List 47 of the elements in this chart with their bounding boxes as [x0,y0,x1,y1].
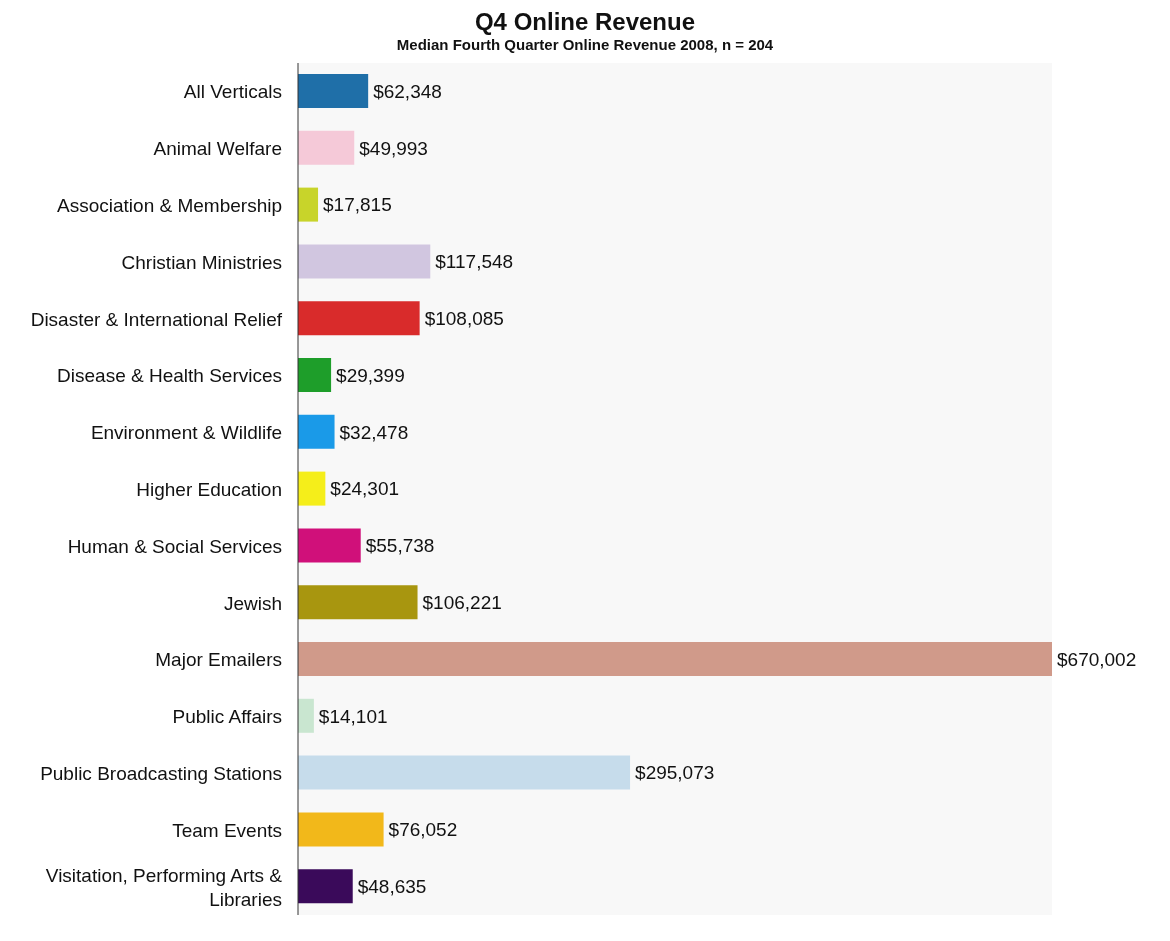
data-label: $29,399 [336,364,405,386]
bar [298,812,384,847]
y-tick-label: Disease & Health Services [57,364,282,386]
data-label: $117,548 [435,251,514,273]
y-tick-label: Public Affairs [172,705,282,727]
data-label: $670,002 [1057,648,1137,670]
bar [298,244,431,279]
y-tick-label: Jewish [223,592,282,614]
bar [298,471,326,506]
y-tick-label: All Verticals [183,80,282,102]
y-tick-label: Environment & Wildlife [90,421,282,443]
data-label: $106,221 [422,591,502,613]
data-label: $49,993 [359,137,428,159]
data-label: $55,738 [365,535,435,557]
bar [298,74,369,108]
bar [298,130,355,165]
data-label: $17,815 [323,194,392,216]
y-tick-label: Association & Membership [57,194,282,216]
bar [298,642,1052,676]
bar [298,698,314,733]
bar [298,358,332,392]
data-label: $48,635 [357,875,427,897]
data-label: $62,348 [373,80,442,102]
bar [298,187,319,222]
data-label: $14,101 [318,705,388,727]
data-label: $295,073 [635,762,715,784]
bar [298,301,420,336]
chart-subtitle: Median Fourth Quarter Online Revenue 2008, n = 204 [395,36,775,53]
y-tick-label: Major Emailers [155,648,282,670]
data-label: $32,478 [339,421,409,443]
data-label: $76,052 [388,819,458,841]
bar [298,414,335,449]
y-tick-label: Human & Social Services [67,535,282,557]
y-tick-label: Higher Education [136,478,282,500]
data-label: $24,301 [330,478,400,500]
y-tick-label: Visitation, Performing Arts & Libraries [45,864,283,910]
y-tick-label: Christian Ministries [121,251,282,273]
chart-title: Q4 Online Revenue [473,8,697,36]
y-tick-label: Animal Welfare [153,137,282,159]
bar [298,755,631,790]
bar [298,585,418,620]
data-label: $108,085 [424,307,504,329]
y-tick-label: Disaster & International Relief [30,308,283,330]
y-tick-label: Public Broadcasting Stations [40,762,282,784]
bar [298,869,353,904]
y-tick-label: Team Events [172,819,282,841]
bar [298,528,361,563]
